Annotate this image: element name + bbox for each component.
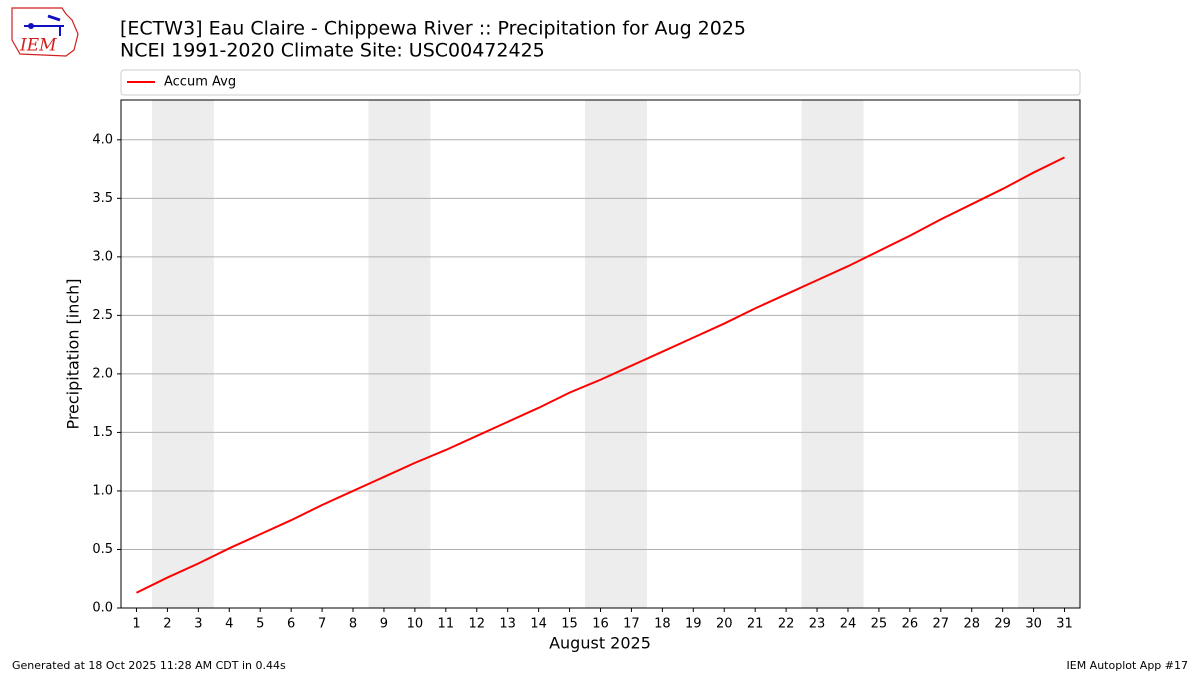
x-tick-label: 24 <box>840 617 857 632</box>
chart-subtitle: NCEI 1991-2020 Climate Site: USC00472425 <box>120 40 545 62</box>
x-tick-label: 25 <box>871 617 888 632</box>
x-tick-label: 14 <box>530 617 547 632</box>
chart-title: [ECTW3] Eau Claire - Chippewa River :: P… <box>120 18 746 40</box>
x-tick-label: 20 <box>716 617 733 632</box>
y-tick-label: 3.0 <box>92 249 113 264</box>
data-line <box>136 156 1065 594</box>
x-tick-label: 22 <box>778 617 795 632</box>
y-tick-label: 2.0 <box>92 366 113 381</box>
weekend-shade <box>1018 100 1080 608</box>
x-tick-label: 15 <box>561 617 578 632</box>
x-tick-label: 11 <box>438 617 455 632</box>
weekend-shade <box>801 100 864 608</box>
x-tick-label: 16 <box>592 617 609 632</box>
x-tick-label: 27 <box>933 617 950 632</box>
footer-right: IEM Autoplot App #17 <box>1067 659 1189 672</box>
x-tick-label: 6 <box>287 617 295 632</box>
x-tick-label: 12 <box>468 617 485 632</box>
x-tick-label: 28 <box>963 617 980 632</box>
x-tick-label: 18 <box>654 617 671 632</box>
x-tick-label: 17 <box>623 617 640 632</box>
logo-text: IEM <box>19 36 57 56</box>
y-tick-label: 1.0 <box>92 483 113 498</box>
x-tick-label: 19 <box>685 617 702 632</box>
y-tick-label: 1.5 <box>92 425 113 440</box>
y-tick-label: 3.5 <box>92 191 113 206</box>
x-tick-label: 29 <box>994 617 1011 632</box>
y-axis-label: Precipitation [inch] <box>64 278 83 429</box>
x-tick-label: 13 <box>499 617 516 632</box>
weekend-shade <box>368 100 431 608</box>
x-tick-label: 8 <box>349 617 357 632</box>
x-tick-label: 4 <box>225 617 233 632</box>
plot-frame <box>120 99 1081 609</box>
x-tick-label: 23 <box>809 617 826 632</box>
x-tick-label: 21 <box>747 617 764 632</box>
x-tick-label: 7 <box>318 617 326 632</box>
y-tick-label: 2.5 <box>92 308 113 323</box>
legend <box>120 69 1081 96</box>
x-tick-label: 9 <box>380 617 388 632</box>
x-tick-label: 30 <box>1025 617 1042 632</box>
y-tick-label: 0.5 <box>92 542 113 557</box>
x-tick-label: 3 <box>194 617 202 632</box>
y-tick-label: 0.0 <box>92 601 113 616</box>
y-tick-label: 4.0 <box>92 132 113 147</box>
x-tick-label: 31 <box>1056 617 1073 632</box>
x-tick-label: 10 <box>407 617 424 632</box>
x-axis-label: August 2025 <box>549 634 651 653</box>
weekend-shade <box>585 100 647 608</box>
logo: IEM <box>11 7 79 57</box>
x-tick-label: 26 <box>902 617 919 632</box>
legend-label: Accum Avg <box>164 75 236 90</box>
weekend-shade <box>151 100 214 608</box>
x-tick-label: 1 <box>132 617 140 632</box>
x-tick-label: 5 <box>256 617 264 632</box>
x-tick-label: 2 <box>163 617 171 632</box>
footer-left: Generated at 18 Oct 2025 11:28 AM CDT in… <box>12 659 286 672</box>
